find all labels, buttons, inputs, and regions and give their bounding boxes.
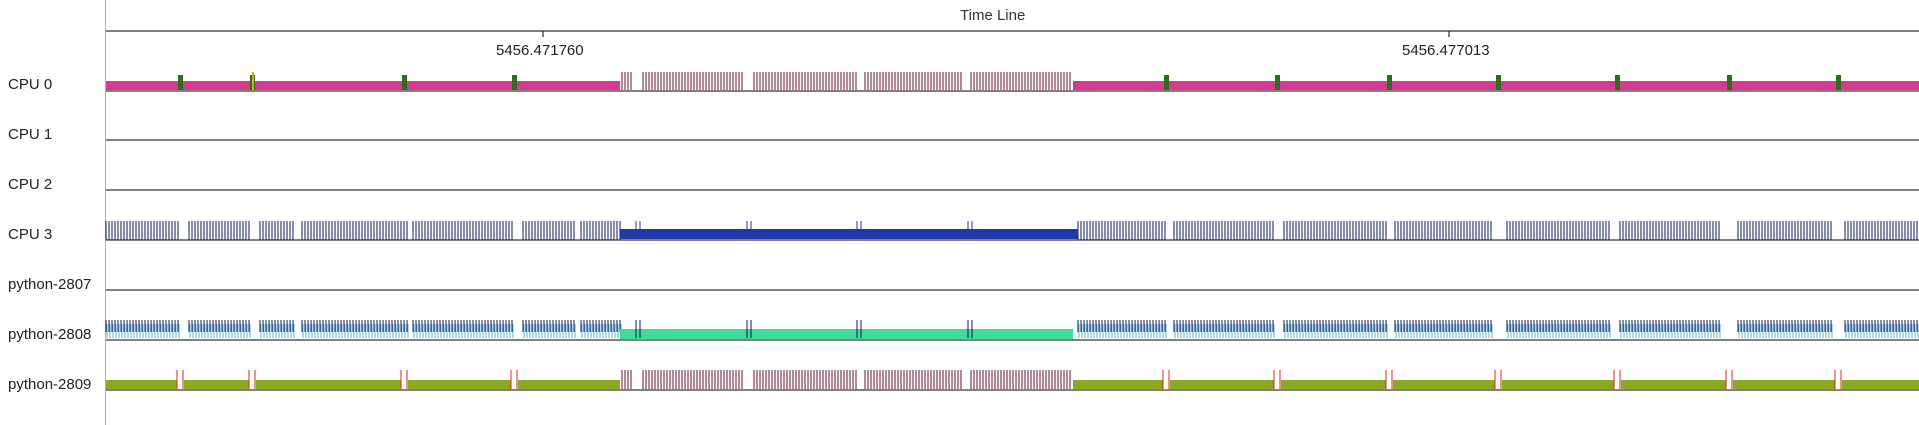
p2809-event-gap [401, 376, 408, 389]
p2809-event-gap [177, 376, 184, 389]
cpu0-event-marker [1496, 75, 1501, 90]
cpu0-event-marker [1727, 75, 1732, 90]
cpu0-event-marker [1615, 75, 1620, 90]
row-label-python-2808: python-2808 [8, 326, 92, 343]
p2809-busy-bar-left [106, 380, 620, 389]
p2808-busy-bar [620, 329, 1073, 339]
p2809-event-gap [1495, 376, 1502, 389]
row-label-cpu0: CPU 0 [8, 76, 53, 93]
row-label-cpu1: CPU 1 [8, 126, 53, 143]
cpu0-busy-bar-left [106, 81, 620, 90]
p2809-event-gap [249, 376, 256, 389]
p2809-event-gap [1726, 376, 1733, 389]
p2809-event-gap [1614, 376, 1621, 389]
row-label-python-2807: python-2807 [8, 276, 92, 293]
timeline-title: Time Line [960, 7, 1026, 24]
cpu0-event-marker [1387, 75, 1392, 90]
row-label-cpu2: CPU 2 [8, 176, 53, 193]
row-label-cpu3: CPU 3 [8, 226, 53, 243]
cpu0-event-marker [402, 75, 407, 90]
label-divider[interactable] [105, 0, 106, 425]
p2809-event-gap [1163, 376, 1170, 389]
p2809-event-gap [1274, 376, 1281, 389]
cpu0-event-marker [1164, 75, 1169, 90]
time-tick-label-2: 5456.477013 [1402, 42, 1490, 59]
row-labels: CPU 0 CPU 1 CPU 2 CPU 3 python-2807 pyth… [0, 0, 105, 425]
cpu0-event-marker [1275, 75, 1280, 90]
cpu0-event-marker [512, 75, 517, 90]
cpu0-event-marker [178, 75, 183, 90]
time-tick-label-1: 5456.471760 [496, 42, 584, 59]
p2809-event-gap [1835, 376, 1842, 389]
row-label-python-2809: python-2809 [8, 376, 92, 393]
cpu3-busy-bar [620, 229, 1078, 239]
p2809-event-gap [1386, 376, 1393, 389]
p2809-event-gap [511, 376, 518, 389]
cpu0-event-marker [1836, 75, 1841, 90]
